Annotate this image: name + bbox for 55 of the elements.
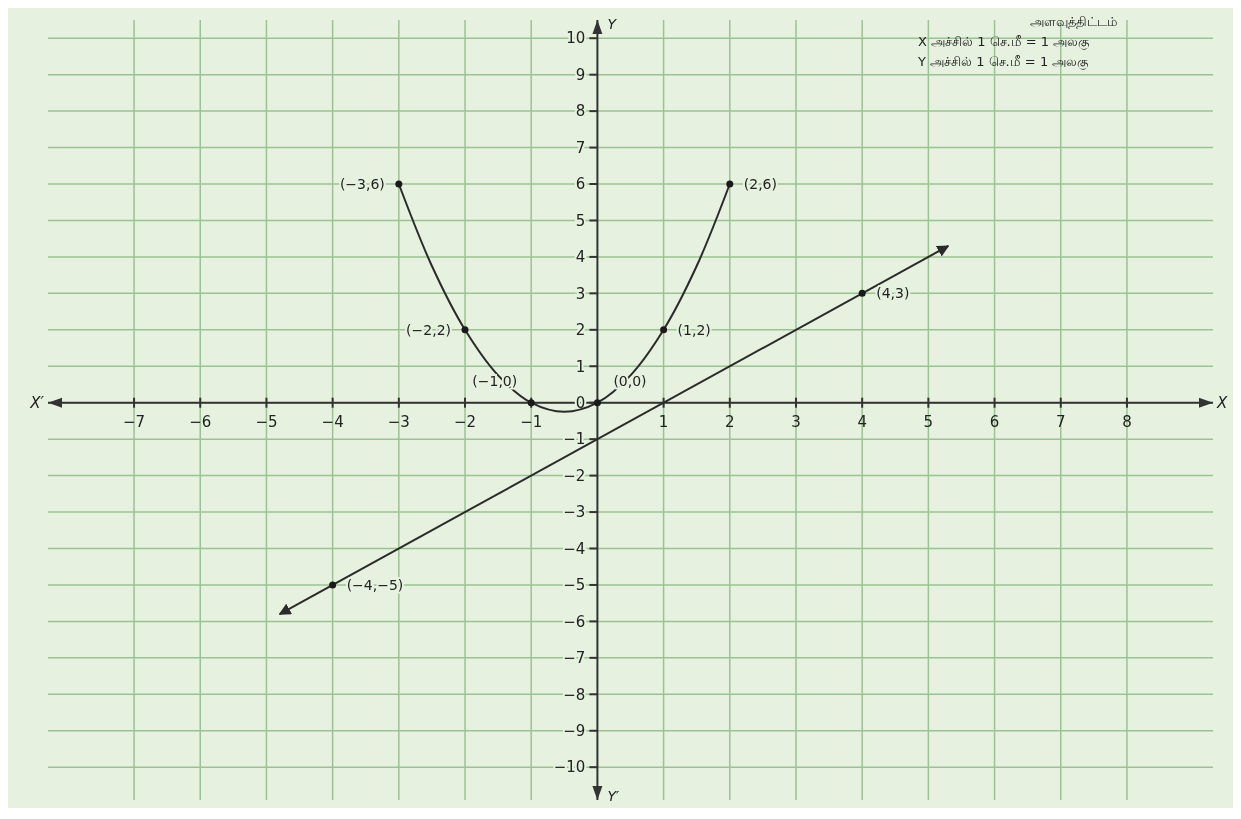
point <box>660 326 668 334</box>
x-tick-label: 5 <box>923 412 934 431</box>
annotation: (4,3) <box>876 285 910 302</box>
x-tick-label: 3 <box>791 412 801 431</box>
annotation: (−3,6) <box>339 175 385 192</box>
y-tick-label: 4 <box>575 248 586 267</box>
point <box>726 180 734 188</box>
y-tick-label: −2 <box>563 466 586 485</box>
annotation: Y அச்சில் 1 செ.மீ = 1 அலகு <box>917 54 1089 70</box>
y-tick-label: 7 <box>575 138 586 157</box>
y-tick-label: 2 <box>575 321 586 340</box>
point <box>858 289 866 297</box>
y-tick-label: 9 <box>575 65 586 84</box>
annotation: Y′ <box>607 787 620 804</box>
y-tick-label: −7 <box>563 649 586 668</box>
x-tick-label: −2 <box>453 412 477 431</box>
annotation: (1,2) <box>677 321 711 338</box>
point <box>395 180 403 188</box>
x-tick-label: −4 <box>321 412 344 431</box>
y-tick-label: −6 <box>563 612 586 631</box>
x-tick-label: 4 <box>857 412 867 431</box>
annotation: (−4,−5) <box>346 576 404 593</box>
annotation: அளவுத்திட்டம் <box>1029 14 1117 29</box>
y-tick-label: −9 <box>563 722 586 740</box>
y-tick-label: −4 <box>563 539 586 558</box>
y-tick-label: −5 <box>563 576 586 595</box>
x-tick-label: −6 <box>189 412 212 431</box>
point <box>593 399 601 407</box>
x-tick-label: −7 <box>122 412 146 431</box>
y-tick-label: −1 <box>563 430 586 449</box>
y-tick-label: −8 <box>563 685 586 704</box>
x-tick-label: 7 <box>1055 412 1066 431</box>
x-tick-label: 2 <box>725 412 735 431</box>
y-tick-label: −10 <box>553 758 586 777</box>
x-tick-label: −1 <box>520 412 543 431</box>
y-axis-title: Y <box>607 15 618 32</box>
text: X′ <box>29 393 45 412</box>
y-tick-label: 6 <box>575 175 586 194</box>
annotation: (−2,2) <box>406 321 452 338</box>
point <box>329 581 337 589</box>
y-tick-label: 1 <box>575 357 586 376</box>
y-tick-label: 3 <box>575 284 586 303</box>
x-tick-label: −5 <box>255 412 278 431</box>
annotation: X அச்சில் 1 செ.மீ = 1 அலகு <box>918 34 1090 50</box>
y-tick-label: 8 <box>575 102 586 121</box>
x-tick-label: 1 <box>658 412 669 431</box>
y-tick-label: −3 <box>563 503 586 522</box>
point <box>461 326 469 334</box>
x-tick-label: −3 <box>387 412 410 431</box>
x-axis-title: X <box>1216 393 1228 412</box>
y-tick-label: 5 <box>575 211 586 230</box>
x-tick-label: 8 <box>1122 412 1132 431</box>
y-tick-label: 10 <box>566 29 586 48</box>
x-tick-label: 6 <box>989 412 1000 431</box>
annotation: (2,6) <box>743 175 777 192</box>
